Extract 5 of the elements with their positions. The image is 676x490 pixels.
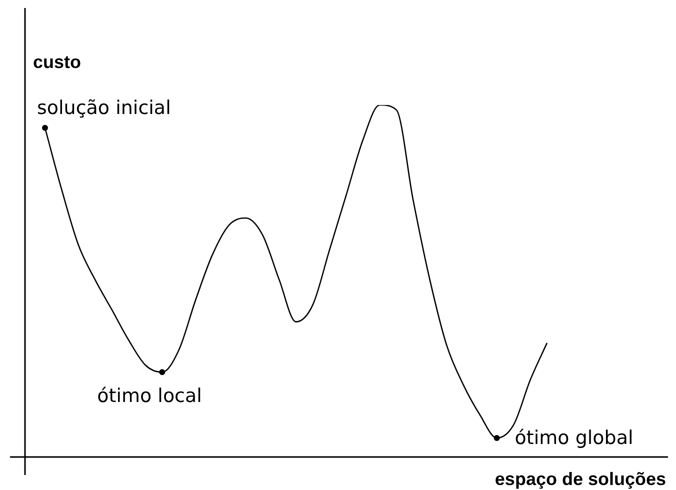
annotation: solução inicial xyxy=(37,96,171,119)
x-axis-title: espaço de soluções xyxy=(494,469,666,489)
annotation: ótimo global xyxy=(514,426,634,449)
y-axis-title: custo xyxy=(33,52,82,72)
annotation: ótimo local xyxy=(97,385,202,408)
